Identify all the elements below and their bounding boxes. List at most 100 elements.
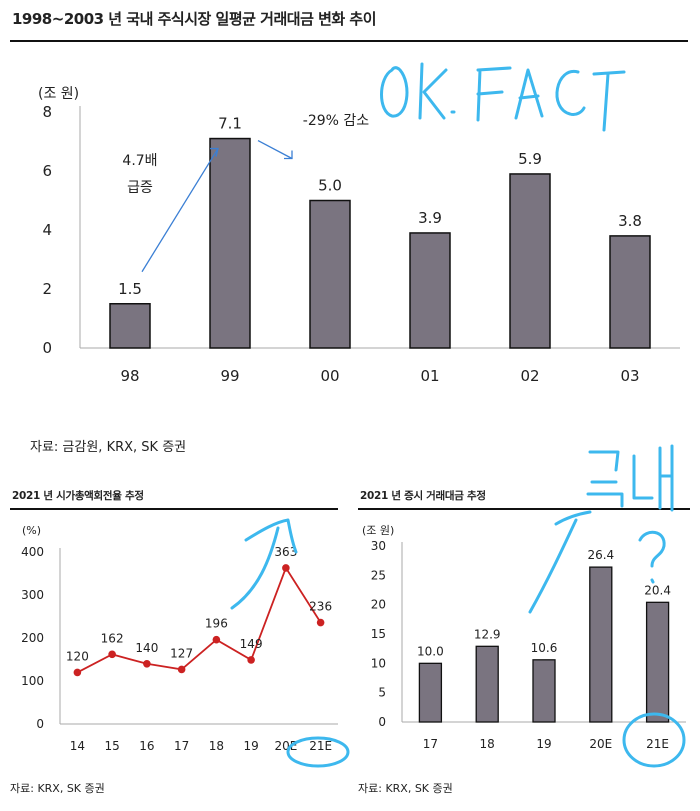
turnover-y-tick-label: 300 — [21, 588, 44, 602]
main-data-label: 5.9 — [518, 150, 542, 168]
hw-letter-o — [380, 66, 409, 118]
volume-y-tick-label: 30 — [371, 539, 386, 553]
main-y-tick-label: 0 — [42, 339, 52, 357]
main-bar — [509, 173, 551, 349]
volume-y-tick-label: 20 — [371, 598, 386, 612]
volume-x-tick-label: 19 — [536, 737, 551, 751]
hw-question-mark — [638, 530, 666, 584]
turnover-y-tick-label: 200 — [21, 631, 44, 645]
main-bar — [409, 232, 451, 349]
main-x-tick-label: 01 — [420, 367, 439, 385]
hw-letter-a — [514, 68, 544, 120]
main-arrow-up-head — [210, 147, 219, 157]
turnover-x-tick-label: 21E — [309, 739, 332, 753]
turnover-chart-title: 2021 년 시가총액회전율 추정 — [12, 490, 144, 502]
turnover-series-line — [76, 565, 322, 674]
volume-y-tick-label: 25 — [371, 568, 386, 582]
turnover-x-tick-label: 14 — [70, 739, 85, 753]
main-arrow-down — [257, 139, 293, 160]
volume-bar — [418, 662, 443, 723]
volume-x-tick-label: 20E — [589, 737, 612, 751]
main-x-tick-label: 03 — [620, 367, 639, 385]
volume-x-tick-label: 21E — [646, 737, 669, 751]
main-y-tick-label: 2 — [42, 280, 52, 298]
volume-chart-source: 자료: KRX, SK 증권 — [358, 782, 453, 795]
main-data-label: 3.9 — [418, 209, 442, 227]
turnover-point — [108, 650, 116, 659]
turnover-x-tick-label: 19 — [243, 739, 258, 753]
turnover-data-label: 363 — [274, 545, 297, 559]
turnover-data-label: 140 — [135, 641, 158, 655]
volume-chart-title: 2021 년 증시 거래대금 추정 — [360, 490, 486, 502]
volume-y-tick-label: 10 — [371, 656, 386, 670]
main-x-tick-label: 98 — [120, 367, 139, 385]
volume-y-axis-unit: (조 원) — [362, 524, 394, 537]
volume-data-label: 26.4 — [587, 548, 614, 562]
volume-y-tick-label: 15 — [371, 627, 386, 641]
hw-char-geun — [586, 450, 624, 508]
turnover-point — [177, 665, 186, 674]
handwriting-ok-fact — [380, 62, 626, 132]
main-x-tick-label: 02 — [520, 367, 539, 385]
volume-data-label: 10.6 — [531, 641, 558, 655]
turnover-title-rule — [10, 508, 338, 510]
main-arrow-down-head — [284, 150, 293, 160]
main-annotation-decline: -29% 감소 — [303, 113, 369, 129]
main-bar — [309, 199, 351, 349]
hw-letter-t — [592, 70, 626, 132]
volume-data-label: 10.0 — [417, 644, 444, 658]
turnover-point — [316, 618, 325, 627]
turnover-point — [247, 656, 255, 664]
handwriting-geunde — [586, 444, 674, 584]
turnover-point — [73, 668, 82, 677]
turnover-x-tick-label: 20E — [274, 739, 297, 753]
turnover-chart-source: 자료: KRX, SK 증권 — [10, 782, 105, 795]
main-bar-chart: (조 원)024681.5987.1995.0003.9015.9023.803… — [38, 86, 680, 385]
main-chart-title: 1998~2003 년 국내 주식시장 일평균 거래대금 변화 추이 — [12, 10, 377, 28]
volume-bar — [532, 659, 556, 723]
hw-circle-21e-left — [286, 736, 350, 768]
volume-title-rule — [358, 508, 690, 510]
handwriting-arrow-up-left — [230, 518, 298, 610]
main-y-axis-unit: (조 원) — [38, 86, 79, 102]
hw-arrow-shaft-2 — [528, 518, 578, 614]
main-bar — [209, 137, 251, 349]
turnover-data-label: 236 — [309, 600, 332, 614]
turnover-x-tick-label: 17 — [174, 739, 189, 753]
main-y-tick-label: 6 — [42, 162, 52, 180]
volume-bar — [475, 645, 499, 723]
handwriting-arrow-up-right — [528, 510, 592, 614]
main-arrow-up — [141, 148, 219, 273]
turnover-data-label: 162 — [101, 631, 124, 645]
main-bar — [609, 235, 651, 349]
main-chart-source: 자료: 금감원, KRX, SK 증권 — [30, 440, 187, 455]
turnover-y-tick-label: 400 — [21, 545, 44, 559]
main-data-label: 7.1 — [218, 115, 242, 133]
main-y-tick-label: 4 — [42, 221, 52, 239]
main-x-tick-label: 00 — [320, 367, 339, 385]
turnover-y-tick-label: 0 — [36, 717, 44, 731]
volume-x-tick-label: 17 — [423, 737, 438, 751]
volume-data-label: 12.9 — [474, 627, 501, 641]
hw-arrow-shaft — [230, 526, 280, 610]
turnover-point — [282, 564, 290, 572]
turnover-data-label: 120 — [66, 649, 89, 663]
hw-letter-c — [555, 70, 586, 116]
hw-arrow-head — [244, 518, 298, 554]
volume-bar — [645, 601, 670, 723]
main-annotation-multiple: 4.7배 — [122, 153, 157, 169]
main-annotation-surge: 급증 — [127, 180, 153, 196]
main-data-label: 5.0 — [318, 177, 342, 195]
turnover-x-tick-label: 18 — [209, 739, 224, 753]
turnover-data-label: 149 — [240, 637, 263, 651]
hw-circle-21e-right — [622, 712, 686, 768]
volume-bar — [589, 566, 613, 723]
turnover-point — [143, 660, 151, 668]
main-x-tick-label: 99 — [220, 367, 239, 385]
volume-y-tick-label: 5 — [378, 686, 386, 700]
turnover-x-tick-label: 15 — [104, 739, 119, 753]
turnover-y-axis-unit: (%) — [22, 524, 41, 537]
